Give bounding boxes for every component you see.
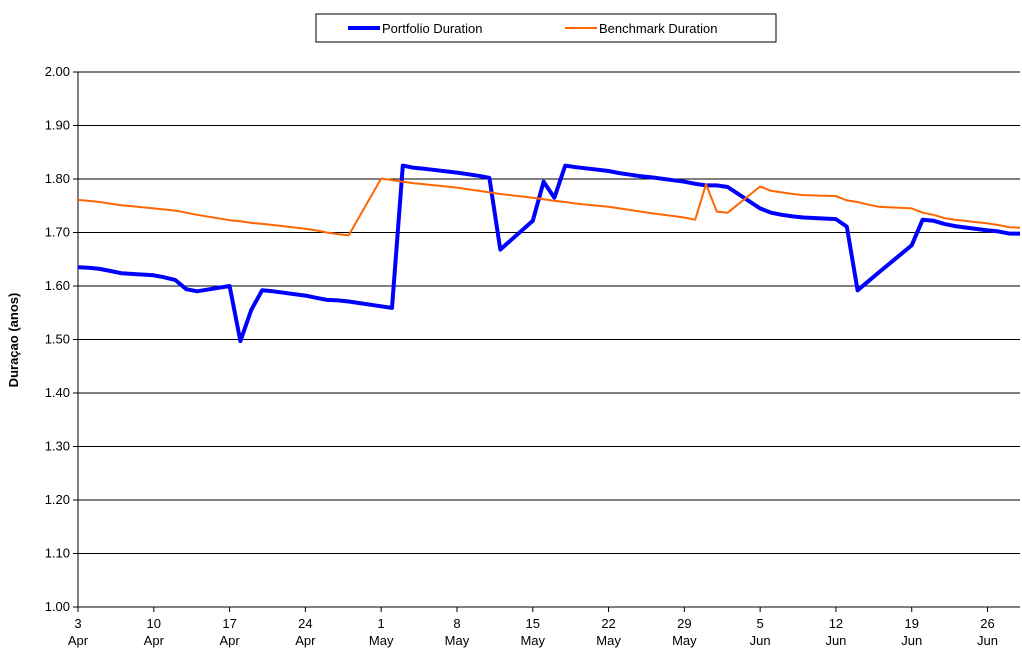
y-tick-label: 1.50 xyxy=(45,332,70,347)
x-tick-label: 15 May xyxy=(520,616,545,648)
line-series xyxy=(77,163,1020,344)
y-tick-label: 1.00 xyxy=(45,599,70,614)
legend-box xyxy=(315,13,777,43)
legend-label: Benchmark Duration xyxy=(599,21,718,36)
y-tick-label: 1.30 xyxy=(45,439,70,454)
x-tick-label: 12 Jun xyxy=(825,616,846,648)
line-series xyxy=(77,177,1021,237)
x-tick-label: 8 May xyxy=(445,616,470,648)
x-tick-label: 3 Apr xyxy=(68,616,89,648)
x-tick-label: 22 May xyxy=(596,616,621,648)
y-tick-label: 1.20 xyxy=(45,492,70,507)
y-tick-label: 1.10 xyxy=(45,546,70,561)
y-tick-label: 2.00 xyxy=(45,64,70,79)
legend-label: Portfolio Duration xyxy=(382,21,482,36)
x-tick-label: 1 May xyxy=(369,616,394,648)
legend: Portfolio Duration Benchmark Duration xyxy=(315,13,777,43)
x-tick-label: 19 Jun xyxy=(901,616,922,648)
x-tick-label: 17 Apr xyxy=(219,616,240,648)
y-tick-label: 1.80 xyxy=(45,171,70,186)
x-tick-label: 29 May xyxy=(672,616,697,648)
x-tick-label: 10 Apr xyxy=(144,616,165,648)
x-tick-label: 24 Apr xyxy=(295,616,316,648)
y-axis-label: Duraçao (anos) xyxy=(6,293,21,388)
x-tick-label: 26 Jun xyxy=(977,616,998,648)
y-tick-label: 1.40 xyxy=(45,385,70,400)
y-tick-label: 1.60 xyxy=(45,278,70,293)
x-tick-label: 5 Jun xyxy=(750,616,771,648)
y-tick-label: 1.70 xyxy=(45,225,70,240)
y-tick-label: 1.90 xyxy=(45,118,70,133)
